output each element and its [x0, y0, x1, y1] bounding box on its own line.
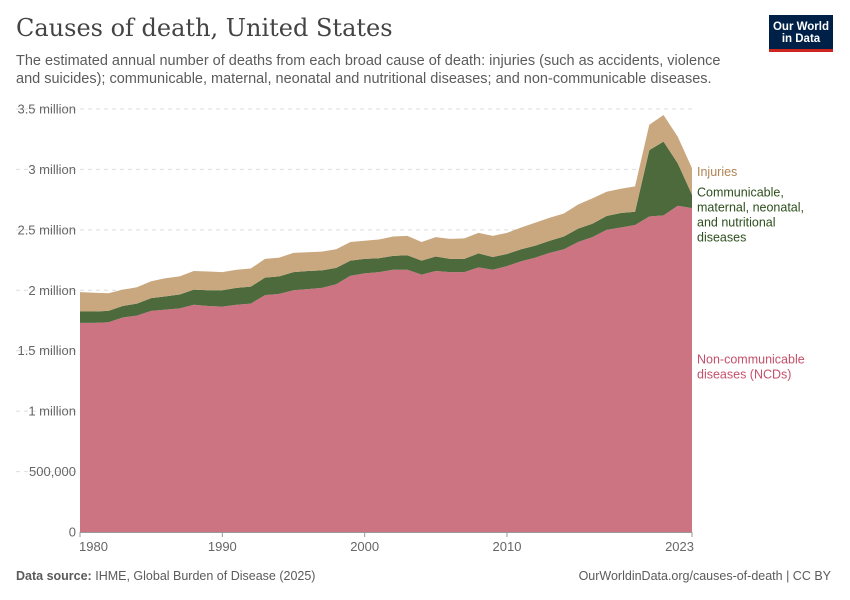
area-injuries [80, 115, 692, 312]
data-source-text: IHME, Global Burden of Disease (2025) [95, 569, 316, 583]
source-url-link[interactable]: OurWorldinData.org/causes-of-death | CC … [578, 569, 831, 583]
owid-logo[interactable]: Our World in Data [769, 15, 833, 52]
chart-title: Causes of death, United States [16, 14, 393, 42]
y-tick-label: 0 [69, 525, 76, 540]
area-non-communicable-diseases-ncds [80, 205, 692, 532]
x-tick-label: 2023 [665, 539, 694, 554]
x-tick-label: 1990 [208, 539, 237, 554]
y-tick-label: 3 million [28, 162, 76, 177]
data-source: Data source: IHME, Global Burden of Dise… [16, 569, 315, 583]
y-tick-label: 3.5 million [17, 102, 76, 117]
series-labels: Non-communicable diseases (NCDs) Communica… [697, 165, 805, 381]
series-label: Non-communicable diseases (NCDs) [697, 352, 805, 381]
x-axis: 1980 1990 2000 2010 2023 [79, 532, 694, 554]
y-axis-tick-labels: 0 500,000 1 million 1.5 million 2 million 2.5… [17, 102, 76, 540]
series-label: Communicable, maternal, neonatal, and nutr… [697, 185, 804, 244]
y-tick-label: 1.5 million [17, 343, 76, 358]
chart-subtitle: The estimated annual number of deaths fr… [16, 53, 721, 87]
area-series [80, 115, 692, 532]
x-tick-label: 2010 [493, 539, 522, 554]
data-source-label: Data source: [16, 569, 92, 583]
y-tick-label: 2 million [28, 283, 76, 298]
logo-line-2: in Data [781, 33, 821, 45]
x-tick-label: 1980 [79, 539, 108, 554]
series-label: Injuries [697, 165, 737, 179]
x-tick-label: 2000 [350, 539, 379, 554]
y-tick-label: 500,000 [29, 464, 76, 479]
y-tick-label: 1 million [28, 404, 76, 419]
area-communicable-maternal-neonatal-and-nutritional-diseases [80, 141, 692, 323]
logo-line-1: Our World [772, 21, 829, 33]
y-tick-label: 2.5 million [17, 222, 76, 237]
